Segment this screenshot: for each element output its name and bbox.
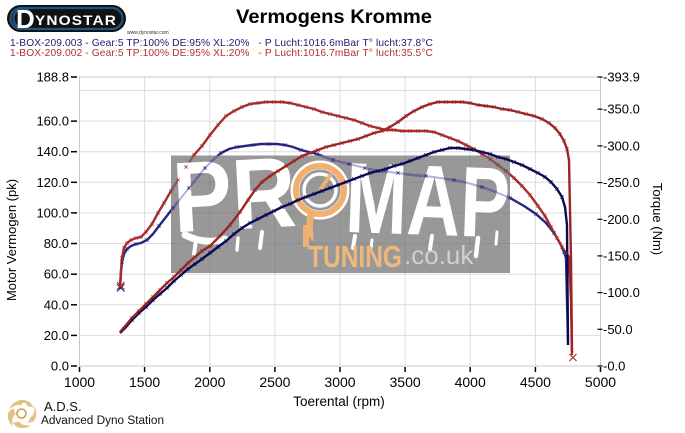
- svg-text:2500: 2500: [259, 374, 290, 390]
- svg-text:100.0: 100.0: [36, 205, 69, 220]
- svg-text:80.0: 80.0: [44, 236, 69, 251]
- svg-text:2000: 2000: [194, 374, 225, 390]
- svg-text:.co.uk: .co.uk: [404, 240, 474, 270]
- svg-text:1500: 1500: [129, 374, 160, 390]
- svg-text:Motor Vermogen (pk): Motor Vermogen (pk): [4, 179, 19, 301]
- svg-text:-350.0: -350.0: [603, 102, 640, 117]
- svg-text:3500: 3500: [390, 374, 421, 390]
- svg-text:-250.0: -250.0: [603, 175, 640, 190]
- svg-text:5000: 5000: [585, 374, 616, 390]
- svg-text:0.0: 0.0: [51, 359, 69, 374]
- svg-text:40.0: 40.0: [44, 297, 69, 312]
- svg-text:4500: 4500: [520, 374, 551, 390]
- svg-text:Toerental (rpm): Toerental (rpm): [293, 394, 385, 409]
- svg-text:www.dynostar.com: www.dynostar.com: [127, 30, 169, 36]
- svg-text:-300.0: -300.0: [603, 138, 640, 153]
- svg-text:3000: 3000: [324, 374, 355, 390]
- svg-text:-50.0: -50.0: [603, 322, 633, 337]
- svg-text:-393.9: -393.9: [603, 70, 640, 85]
- svg-text:20.0: 20.0: [44, 328, 69, 343]
- svg-text:A.D.S.: A.D.S.: [44, 399, 82, 414]
- svg-text:-200.0: -200.0: [603, 212, 640, 227]
- svg-text:-0.0: -0.0: [603, 359, 625, 374]
- svg-text:1-BOX-209.003 - Gear:5 TP:100%: 1-BOX-209.003 - Gear:5 TP:100% DE:95% XL…: [10, 38, 433, 49]
- svg-text:160.0: 160.0: [36, 114, 69, 129]
- svg-text:D: D: [16, 4, 35, 34]
- svg-text:Vermogens Kromme: Vermogens Kromme: [236, 7, 432, 28]
- svg-text:140.0: 140.0: [36, 144, 69, 159]
- svg-text:4000: 4000: [455, 374, 486, 390]
- svg-text:60.0: 60.0: [44, 267, 69, 282]
- svg-text:Torque (Nm): Torque (Nm): [650, 183, 665, 255]
- svg-text:120.0: 120.0: [36, 175, 69, 190]
- svg-text:Advanced Dyno Station: Advanced Dyno Station: [41, 415, 164, 427]
- svg-text:-100.0: -100.0: [603, 285, 640, 300]
- svg-text:1000: 1000: [64, 374, 95, 390]
- svg-text:TUNING: TUNING: [308, 239, 402, 274]
- svg-text:1-BOX-209.002 - Gear:5 TP:100%: 1-BOX-209.002 - Gear:5 TP:100% DE:95% XL…: [10, 48, 433, 59]
- svg-text:-150.0: -150.0: [603, 248, 640, 263]
- svg-text:YNOSTAR: YNOSTAR: [35, 12, 117, 28]
- svg-text:188.8: 188.8: [36, 70, 69, 85]
